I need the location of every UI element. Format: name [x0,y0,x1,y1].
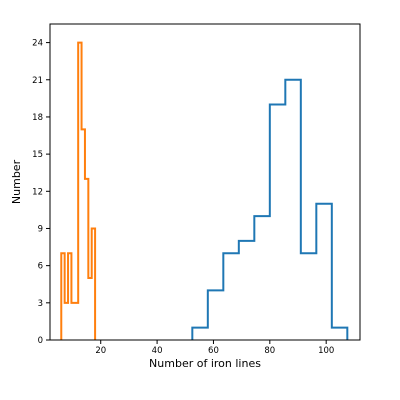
y-tick-label: 24 [32,39,43,49]
y-tick-label: 9 [38,224,43,234]
y-tick-label: 21 [32,76,43,86]
x-axis-label: Number of iron lines [149,357,261,370]
series-layer [60,41,349,340]
x-tick-label: 60 [208,346,219,356]
x-tick-label: 100 [318,346,334,356]
y-axis-label: Number [10,159,23,204]
x-axis: 20 40 60 80 100 [95,340,334,356]
y-axis: 0 3 6 9 12 15 18 21 24 [32,39,50,346]
y-tick-label: 6 [38,262,43,272]
y-tick-label: 3 [38,299,43,309]
x-tick-label: 40 [152,346,163,356]
y-tick-label: 18 [32,113,43,123]
histogram-series-2 [60,41,97,340]
y-tick-label: 12 [32,187,43,197]
y-tick-label: 0 [38,336,43,346]
x-tick-label: 80 [264,346,275,356]
y-tick-label: 15 [32,150,43,160]
x-tick-label: 20 [95,346,106,356]
plot-frame [49,23,361,341]
histogram-series-1 [191,78,349,340]
